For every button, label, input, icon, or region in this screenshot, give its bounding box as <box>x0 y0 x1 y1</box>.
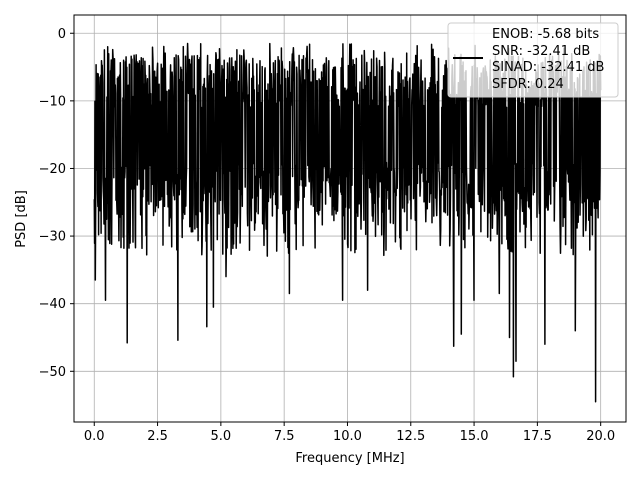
y-axis-label: PSD [dB] <box>14 190 29 248</box>
axes-frame <box>73 14 627 423</box>
legend-entry-sfdr: SFDR: 0.24 <box>492 77 564 92</box>
legend-entry-snr: SNR: -32.41 dB <box>492 44 590 59</box>
x-tick-label: 5.0 <box>211 429 232 444</box>
legend: ENOB: -5.68 bits SNR: -32.41 dB SINAD: -… <box>447 22 619 98</box>
x-tick-label: 0.0 <box>84 429 105 444</box>
y-axis-ticks: 0 −10 −20 −30 −40 −50 <box>39 27 74 380</box>
plot-area <box>93 42 602 403</box>
legend-entry-enob: ENOB: -5.68 bits <box>492 27 599 42</box>
x-tick-label: 7.5 <box>274 429 295 444</box>
y-tick-label: 0 <box>58 27 66 42</box>
x-tick-label: 15.0 <box>460 429 489 444</box>
legend-box <box>447 22 619 98</box>
y-tick-label: −50 <box>39 365 66 380</box>
x-axis-label: Frequency [MHz] <box>295 451 404 466</box>
x-tick-label: 17.5 <box>523 429 552 444</box>
x-tick-label: 10.0 <box>333 429 362 444</box>
y-tick-label: −10 <box>39 94 66 109</box>
legend-entry-sinad: SINAD: -32.41 dB <box>492 60 604 75</box>
x-axis-ticks: 0.0 2.5 5.0 7.5 10.0 12.5 15.0 17.5 20.0 <box>84 422 615 444</box>
x-tick-label: 2.5 <box>147 429 168 444</box>
y-tick-label: −40 <box>39 297 66 312</box>
y-tick-label: −20 <box>39 162 66 177</box>
x-tick-label: 12.5 <box>396 429 425 444</box>
x-tick-label: 20.0 <box>586 429 615 444</box>
y-tick-label: −30 <box>39 230 66 245</box>
psd-series-line <box>93 42 602 403</box>
